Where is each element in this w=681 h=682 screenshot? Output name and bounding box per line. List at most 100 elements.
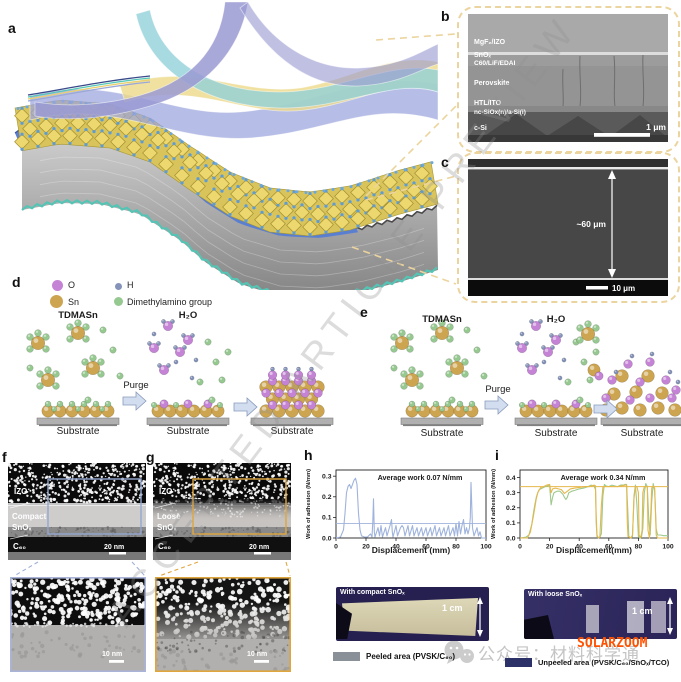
substrate-label: Substrate: [621, 428, 664, 439]
layer-label-snox: SnOₓ: [474, 52, 491, 59]
tdmasn-label-d: TDMASn: [58, 310, 98, 321]
scale-label-10nm: 10 nm: [247, 651, 267, 658]
substrate-label: Substrate: [167, 426, 210, 437]
svg-text:100: 100: [662, 544, 674, 551]
unpeeled-strip: [651, 601, 666, 633]
svg-text:0.0: 0.0: [506, 535, 516, 542]
svg-text:0.2: 0.2: [322, 494, 332, 501]
unpeeled-label: Unpeeled area (PVSK/C₆₀/SnOₓ/TCO): [538, 658, 670, 667]
scale-arrow-icon: [667, 597, 673, 635]
purge-label-d: Purge: [123, 380, 148, 391]
wechat-icon: [444, 640, 474, 664]
scale-bar-b: [594, 133, 650, 137]
substrate-label: Substrate: [421, 428, 464, 439]
snox-label: SnOₓ: [12, 523, 31, 532]
peeled-label: Peeled area (PVSK/C₆₀): [366, 652, 456, 661]
layer-label-mgf2-izo: MgF₂/IZO: [474, 39, 506, 46]
photo-right-title: With loose SnOₓ: [528, 591, 583, 598]
substrate-label: Substrate: [57, 426, 100, 437]
svg-text:0.4: 0.4: [506, 475, 516, 482]
chart-i-ylabel: Work of adhesion (N/mm): [491, 469, 497, 539]
panel-f-label: f: [2, 449, 7, 465]
photo-left-scale: 1 cm: [442, 603, 463, 613]
chart-i-xlabel: Displacement(mm): [556, 545, 632, 555]
thickness-label: ~60 μm: [576, 219, 606, 229]
sem-thin-wafer-image: ~60 μm 10 μm: [468, 159, 668, 296]
adhesion-chart-loose: 0 20 40 60 80 100 0.0 0.1 0.2 0.3 0.4 Average work…: [491, 469, 674, 555]
layer-label-htl-ito: HTL/ITO: [474, 100, 502, 107]
photo-right-scale: 1 cm: [632, 606, 653, 616]
flexible-top-sheets: [27, 1, 439, 139]
panel-g-label: g: [146, 449, 155, 465]
svg-text:100: 100: [480, 544, 492, 551]
tem-compact-crop: 10 nm: [10, 577, 146, 672]
tem-compact-image: IZO Compact SnOₓ C₆₀ 20 nm: [8, 463, 146, 560]
tem-loose-crop: 10 nm: [155, 577, 291, 672]
photo-left-title: With compact SnOₓ: [340, 589, 405, 596]
sem-cross-section-image: MgF₂/IZO SnOₓ C60/LiF/EDAI Perovskite HT…: [468, 14, 668, 142]
h2o-label-d: H₂O: [179, 310, 197, 321]
chart-h-annotation: Average work 0.07 N/mm: [378, 473, 463, 482]
svg-text:20: 20: [362, 544, 370, 551]
crop-connector-g: [158, 561, 291, 577]
scale-label-c: 10 μm: [612, 284, 635, 293]
legend-sn-label: Sn: [68, 297, 80, 307]
substrate-label: Substrate: [535, 428, 578, 439]
svg-text:40: 40: [575, 544, 583, 551]
svg-text:40: 40: [392, 544, 400, 551]
chart-h-xlabel: Displacement (mm): [372, 545, 451, 555]
peeled-film-area: [342, 598, 478, 636]
legend-peeled: Peeled area (PVSK/C₆₀): [333, 652, 455, 661]
svg-text:60: 60: [422, 544, 430, 551]
svg-text:0.1: 0.1: [322, 515, 332, 522]
scale-label-20nm: 20 nm: [104, 544, 124, 551]
unpeeled-strip: [627, 601, 644, 633]
chart-i-annotation: Average work 0.34 N/mm: [561, 473, 646, 482]
substrate-label: Substrate: [271, 426, 314, 437]
scale-label-b: 1 μm: [646, 122, 666, 132]
svg-text:80: 80: [452, 544, 460, 551]
peel-photo-loose: With loose SnOₓ 1 cm: [524, 589, 677, 639]
layer-label-perovskite: Perovskite: [474, 80, 510, 87]
svg-text:0: 0: [518, 544, 522, 551]
scale-arrow-icon: [477, 597, 483, 637]
chart-h-ylabel: Work of adhesion (N/mm): [306, 469, 312, 539]
layer-label-ncsiox: nc-SiOx(n)/a-Si(i): [474, 109, 526, 116]
scale-label-20nm: 20 nm: [249, 544, 269, 551]
purge-label-e: Purge: [485, 384, 510, 395]
panel-a-label: a: [8, 20, 16, 36]
svg-text:0: 0: [334, 544, 338, 551]
svg-text:0.2: 0.2: [506, 505, 516, 512]
adhesion-chart-compact: 0 20 40 60 80 100 0.0 0.1 0.2 0.3 Average work 0.…: [306, 469, 492, 555]
panel-h-label: h: [304, 447, 313, 463]
h2o-label-e: H₂O: [547, 314, 565, 325]
snox-type-label: Loose: [157, 512, 181, 521]
c60-label: C₆₀: [13, 542, 26, 551]
ald-scheme-svg: TDMASn H₂O TDMASn H₂O Purge Purge Substr…: [26, 310, 681, 439]
snox-label: SnOₓ: [157, 523, 176, 532]
peel-photo-compact: With compact SnOₓ 1 cm: [336, 587, 489, 641]
layer-label-csi: c-Si: [474, 125, 487, 132]
svg-text:0.0: 0.0: [322, 535, 332, 542]
peeled-swatch: [333, 652, 360, 661]
legend-unpeeled: Unpeeled area (PVSK/C₆₀/SnOₓ/TCO): [505, 658, 669, 667]
svg-text:20: 20: [546, 544, 554, 551]
legend-h-label: H: [127, 280, 134, 290]
legend-dma-label: Dimethylamino group: [127, 297, 213, 307]
layer-label-c60-lif-edai: C60/LiF/EDAI: [474, 60, 516, 67]
snox-type-label: Compact: [12, 512, 47, 521]
svg-text:80: 80: [635, 544, 643, 551]
svg-text:60: 60: [605, 544, 613, 551]
photo-shadow: [336, 603, 352, 639]
atom-o-swatch: [52, 280, 63, 291]
panel-d-label: d: [12, 274, 21, 290]
crop-connector-f: [13, 561, 146, 577]
photo-shadow: [524, 615, 554, 639]
scale-bar-c: [586, 286, 608, 290]
izo-label: IZO: [159, 487, 172, 496]
svg-text:0.3: 0.3: [506, 490, 516, 497]
atom-h-swatch: [115, 283, 122, 290]
c60-label: C₆₀: [158, 542, 171, 551]
